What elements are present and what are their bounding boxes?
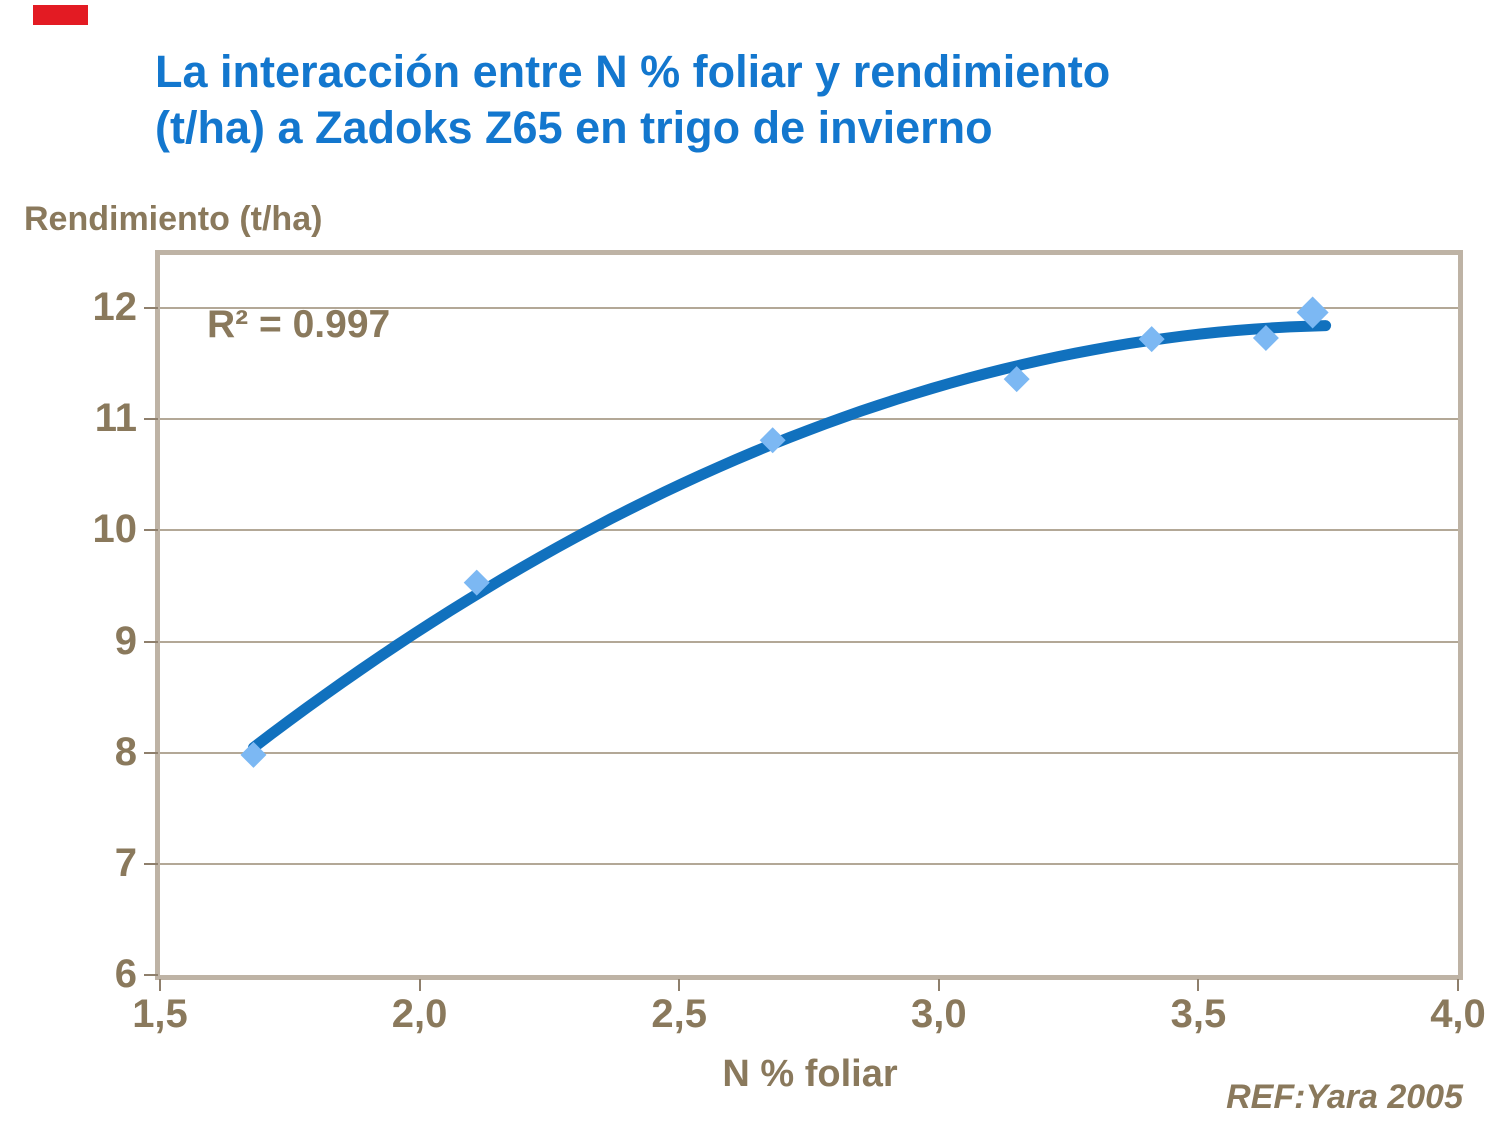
- chart-title-line1: La interacción entre N % foliar y rendim…: [155, 46, 1111, 97]
- x-tick: [1197, 979, 1200, 991]
- y-tick: [144, 974, 158, 976]
- y-axis-title: Rendimiento (t/ha): [24, 200, 323, 238]
- y-tick-label: 10: [92, 507, 138, 552]
- y-tick-label: 8: [114, 729, 137, 774]
- gridline-y11: [160, 418, 1458, 421]
- y-tick: [144, 307, 158, 309]
- gridline-y12: [160, 307, 1458, 309]
- x-tick-label: 3,0: [910, 992, 967, 1036]
- chart-title: La interacción entre N % foliar y rendim…: [155, 44, 1355, 156]
- x-tick: [1457, 979, 1459, 991]
- x-tick-label: 4,0: [1430, 992, 1486, 1036]
- x-tick: [159, 979, 161, 991]
- y-tick: [144, 862, 158, 865]
- x-tick-label: 3,5: [1170, 992, 1227, 1036]
- y-tick-label: 9: [114, 618, 137, 663]
- gridline-y7: [160, 862, 1458, 865]
- r-squared-annotation: R² = 0.997: [207, 303, 391, 346]
- x-tick-label: 1,5: [132, 992, 188, 1036]
- gridline-y9: [160, 640, 1458, 643]
- x-tick: [418, 979, 421, 991]
- x-tick: [937, 979, 940, 991]
- reference-credit: REF:Yara 2005: [1226, 1078, 1463, 1116]
- gridline-y8: [160, 751, 1458, 754]
- plot-area-border: [155, 250, 1463, 980]
- y-tick: [144, 640, 158, 643]
- red-accent-bar: [33, 5, 88, 25]
- x-axis-title: N % foliar: [722, 1053, 898, 1095]
- gridline-y10: [160, 529, 1458, 532]
- y-tick: [144, 529, 158, 532]
- x-tick-label: 2,0: [391, 992, 448, 1036]
- y-tick: [144, 418, 158, 421]
- x-tick: [678, 979, 681, 991]
- y-tick-label: 12: [92, 285, 138, 330]
- y-tick-label: 7: [114, 840, 137, 885]
- y-tick-label: 11: [94, 396, 137, 441]
- chart-title-line2: (t/ha) a Zadoks Z65 en trigo de invierno: [155, 102, 993, 153]
- x-tick-label: 2,5: [651, 992, 707, 1036]
- y-tick: [144, 751, 158, 754]
- y-tick-label: 6: [114, 952, 137, 997]
